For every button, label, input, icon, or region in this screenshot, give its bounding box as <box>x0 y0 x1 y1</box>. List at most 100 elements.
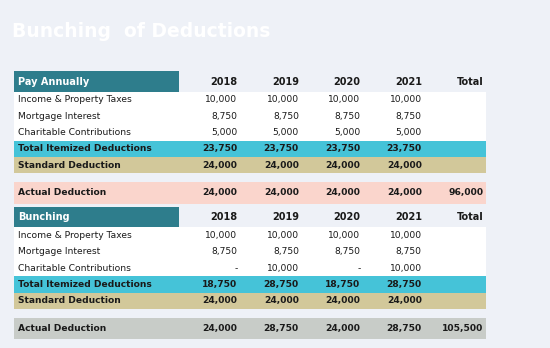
Text: 24,000: 24,000 <box>387 189 422 197</box>
Text: 24,000: 24,000 <box>387 161 422 170</box>
Text: -: - <box>234 264 238 273</box>
Bar <box>14 92 179 108</box>
Bar <box>302 318 364 339</box>
Bar <box>302 228 364 244</box>
Bar <box>364 244 425 260</box>
Text: 24,000: 24,000 <box>264 161 299 170</box>
Text: 8,750: 8,750 <box>334 247 360 256</box>
Bar <box>425 141 487 157</box>
Bar <box>302 182 364 204</box>
Bar <box>364 318 425 339</box>
Text: 8,750: 8,750 <box>396 112 422 121</box>
Text: 2021: 2021 <box>395 212 422 222</box>
Bar <box>241 228 302 244</box>
Text: 10,000: 10,000 <box>328 231 360 240</box>
Text: 5,000: 5,000 <box>395 128 422 137</box>
Text: 24,000: 24,000 <box>202 296 238 306</box>
Bar <box>241 71 302 92</box>
Text: 18,750: 18,750 <box>325 280 360 289</box>
Text: 8,750: 8,750 <box>396 247 422 256</box>
Text: 8,750: 8,750 <box>212 247 238 256</box>
Text: 2020: 2020 <box>333 77 360 87</box>
Bar <box>14 182 179 204</box>
Text: 23,750: 23,750 <box>202 144 238 153</box>
Text: Charitable Contributions: Charitable Contributions <box>18 264 131 273</box>
Text: 23,750: 23,750 <box>387 144 422 153</box>
Text: Actual Deduction: Actual Deduction <box>18 189 106 197</box>
Bar <box>179 260 241 276</box>
Bar <box>425 207 487 228</box>
Bar <box>241 207 302 228</box>
Text: 8,750: 8,750 <box>273 247 299 256</box>
Text: 8,750: 8,750 <box>212 112 238 121</box>
Text: 96,000: 96,000 <box>448 189 483 197</box>
Text: 28,750: 28,750 <box>387 280 422 289</box>
Bar <box>241 141 302 157</box>
Bar <box>14 71 179 92</box>
Bar <box>302 157 364 173</box>
Bar <box>14 293 179 309</box>
Text: 2018: 2018 <box>211 212 238 222</box>
Text: Total: Total <box>456 77 483 87</box>
Bar <box>241 157 302 173</box>
Bar <box>179 182 241 204</box>
Bar <box>425 108 487 124</box>
Text: 10,000: 10,000 <box>267 264 299 273</box>
Text: Bunching: Bunching <box>18 212 70 222</box>
Bar <box>425 293 487 309</box>
Text: 24,000: 24,000 <box>387 296 422 306</box>
Bar <box>241 318 302 339</box>
Bar <box>425 260 487 276</box>
Bar <box>14 124 179 141</box>
Text: -: - <box>357 264 360 273</box>
Text: Mortgage Interest: Mortgage Interest <box>18 247 100 256</box>
Bar <box>425 182 487 204</box>
Bar <box>364 228 425 244</box>
Text: Mortgage Interest: Mortgage Interest <box>18 112 100 121</box>
Text: 10,000: 10,000 <box>205 231 238 240</box>
Bar <box>364 276 425 293</box>
Bar <box>14 207 179 228</box>
Text: Standard Deduction: Standard Deduction <box>18 296 120 306</box>
Text: 2018: 2018 <box>211 77 238 87</box>
Bar <box>14 244 179 260</box>
Bar <box>425 318 487 339</box>
Bar <box>179 141 241 157</box>
Text: 24,000: 24,000 <box>264 189 299 197</box>
Text: 10,000: 10,000 <box>390 95 422 104</box>
Bar <box>425 157 487 173</box>
Bar <box>179 276 241 293</box>
Text: Pay Annually: Pay Annually <box>18 77 89 87</box>
Text: Actual Deduction: Actual Deduction <box>18 324 106 333</box>
Text: 10,000: 10,000 <box>390 231 422 240</box>
Text: 28,750: 28,750 <box>263 324 299 333</box>
Bar <box>425 276 487 293</box>
Bar <box>179 71 241 92</box>
Text: 28,750: 28,750 <box>263 280 299 289</box>
Bar <box>302 276 364 293</box>
Text: 2021: 2021 <box>395 77 422 87</box>
Text: 10,000: 10,000 <box>267 95 299 104</box>
Text: 10,000: 10,000 <box>328 95 360 104</box>
Bar <box>14 157 179 173</box>
Bar <box>14 141 179 157</box>
Bar <box>241 293 302 309</box>
Text: 24,000: 24,000 <box>326 296 360 306</box>
Bar <box>241 92 302 108</box>
Bar <box>302 293 364 309</box>
Text: 24,000: 24,000 <box>202 189 238 197</box>
Bar <box>364 141 425 157</box>
Text: 23,750: 23,750 <box>325 144 360 153</box>
Bar <box>241 276 302 293</box>
Text: Charitable Contributions: Charitable Contributions <box>18 128 131 137</box>
Bar <box>179 228 241 244</box>
Text: 10,000: 10,000 <box>390 264 422 273</box>
Bar <box>302 141 364 157</box>
Bar <box>302 92 364 108</box>
Bar <box>302 108 364 124</box>
Bar <box>302 260 364 276</box>
Bar <box>179 207 241 228</box>
Bar <box>14 260 179 276</box>
Bar <box>241 260 302 276</box>
Text: 5,000: 5,000 <box>211 128 238 137</box>
